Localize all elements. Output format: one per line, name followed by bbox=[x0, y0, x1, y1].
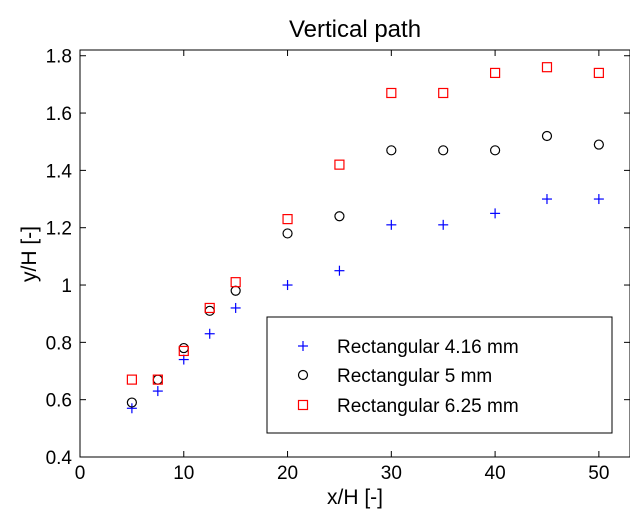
legend-marker-plus bbox=[298, 341, 308, 351]
x-tick-label: 0 bbox=[75, 463, 86, 484]
y-axis: 0.4 0.6 0.8 1 1.2 1.4 1.6 1.8 bbox=[46, 47, 630, 469]
x-tick-label: 50 bbox=[588, 463, 609, 484]
legend-marker-circle bbox=[297, 369, 309, 381]
data-point bbox=[489, 145, 501, 156]
data-point bbox=[282, 280, 293, 291]
data-point bbox=[593, 139, 604, 150]
data-point bbox=[541, 130, 553, 142]
data-point bbox=[230, 277, 241, 288]
data-point bbox=[152, 374, 163, 385]
data-point bbox=[178, 354, 189, 365]
data-point bbox=[386, 219, 397, 230]
legend-marker-square bbox=[297, 399, 309, 411]
data-point bbox=[204, 328, 215, 339]
y-tick-label: 1.6 bbox=[46, 104, 72, 125]
x-tick-label: 20 bbox=[277, 463, 298, 484]
chart-title: Vertical path bbox=[289, 16, 421, 43]
data-points bbox=[126, 62, 604, 414]
data-point bbox=[490, 208, 501, 219]
legend-box bbox=[266, 316, 613, 434]
x-axis: 0 10 20 30 40 50 bbox=[75, 50, 609, 484]
y-tick-label: 1.2 bbox=[46, 219, 72, 240]
y-tick-label: 1.4 bbox=[46, 161, 73, 182]
x-tick-label: 30 bbox=[381, 463, 402, 484]
data-point bbox=[282, 228, 293, 239]
y-tick-label: 1.8 bbox=[46, 47, 72, 68]
legend-label: Rectangular 4.16 mm bbox=[337, 337, 519, 358]
series-plus bbox=[126, 194, 604, 414]
data-point bbox=[593, 194, 604, 205]
data-point bbox=[438, 145, 449, 156]
data-point bbox=[541, 62, 553, 73]
y-tick-label: 0.6 bbox=[46, 391, 72, 412]
series-circle bbox=[126, 130, 604, 408]
data-point bbox=[438, 87, 449, 99]
data-point bbox=[230, 302, 241, 313]
data-point bbox=[126, 403, 137, 414]
y-axis-label: y/H [-] bbox=[18, 226, 41, 282]
data-point bbox=[126, 374, 137, 385]
x-tick-label: 10 bbox=[173, 463, 194, 484]
legend-label: Rectangular 6.25 mm bbox=[337, 396, 519, 417]
y-tick-label: 1 bbox=[61, 276, 72, 297]
data-point bbox=[334, 211, 345, 222]
data-point bbox=[489, 67, 501, 79]
data-point bbox=[282, 214, 293, 225]
legend-label: Rectangular 5 mm bbox=[337, 366, 492, 387]
data-point bbox=[438, 219, 449, 230]
series-square bbox=[126, 62, 604, 385]
legend: Rectangular 4.16 mm Rectangular 5 mm Recta… bbox=[266, 316, 613, 434]
x-axis-label: x/H [-] bbox=[327, 486, 383, 509]
data-point bbox=[204, 302, 215, 314]
y-tick-label: 0.8 bbox=[46, 333, 72, 354]
data-point bbox=[386, 145, 397, 156]
data-point bbox=[178, 345, 189, 357]
data-point bbox=[541, 194, 552, 205]
x-tick-label: 40 bbox=[485, 463, 506, 484]
data-point bbox=[593, 67, 604, 79]
data-point bbox=[386, 87, 397, 99]
data-point bbox=[126, 397, 137, 408]
y-tick-label: 0.4 bbox=[46, 448, 73, 469]
data-point bbox=[334, 265, 345, 276]
data-point bbox=[152, 386, 163, 397]
data-point bbox=[334, 159, 345, 170]
